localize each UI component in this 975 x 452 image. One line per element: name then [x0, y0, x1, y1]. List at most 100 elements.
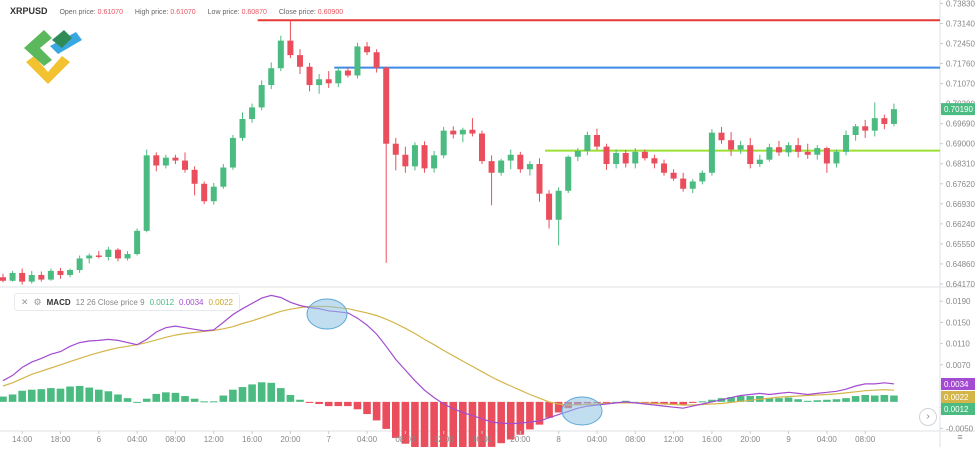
macd-histogram-bar [190, 398, 199, 402]
macd-histogram-bar [209, 401, 218, 403]
macd-histogram-bar [411, 401, 419, 450]
candle-down [373, 52, 380, 68]
macd-histogram-bar [257, 382, 266, 402]
macd-histogram-bar [516, 401, 525, 435]
candle-down [488, 161, 495, 173]
macd-histogram-bar [363, 401, 371, 415]
macd-histogram-bar [315, 401, 323, 404]
price-tick-label: 0.72450 [946, 40, 975, 49]
candle-up [316, 79, 323, 86]
macd-histogram-bar [861, 394, 869, 402]
candle-down [593, 134, 600, 147]
menu-icon[interactable]: ≡ [957, 432, 963, 442]
logo-dark-mark [52, 30, 72, 48]
candle-up [737, 145, 744, 150]
candle-up [210, 186, 217, 202]
time-tick-label: 16:00 [472, 435, 493, 444]
macd-histogram-bar [823, 399, 831, 402]
candle-down [287, 40, 294, 56]
candle-down [823, 148, 830, 164]
candle-down [383, 67, 390, 144]
time-tick-label: 12:00 [204, 435, 225, 444]
chevron-right-icon[interactable]: › [919, 408, 937, 426]
macd-value-badge [941, 378, 975, 390]
candle-down [728, 140, 735, 150]
candle-down [95, 255, 102, 257]
macd-histogram-bar [736, 396, 745, 402]
candle-up [459, 129, 466, 135]
time-tick-label: 04:00 [817, 435, 838, 444]
gear-icon[interactable]: ⚙ [33, 296, 42, 307]
macd-histogram-bar [832, 399, 841, 402]
candle-up [354, 46, 361, 76]
macd-line [2, 294, 894, 425]
time-tick-label: 16:00 [242, 435, 263, 444]
time-tick-label: 20:00 [740, 435, 761, 444]
time-tick-label: 20:00 [510, 435, 531, 444]
time-tick-label: 04:00 [127, 435, 148, 444]
macd-histogram-bar [775, 398, 783, 402]
macd-histogram-bar [401, 401, 410, 444]
candle-up [699, 172, 706, 182]
candle-down [0, 277, 6, 281]
open-label: Open price: [59, 9, 96, 16]
candle-up [708, 132, 715, 173]
macd-tick-label: 0.0150 [946, 318, 971, 327]
close-icon[interactable]: ✕ [21, 296, 29, 307]
macd-histogram-bar [545, 401, 553, 418]
macd-value-badge-label: 0.0022 [944, 393, 969, 402]
candle-down [19, 272, 26, 282]
price-tick-label: 0.71070 [946, 80, 975, 89]
time-tick-label: 08:00 [395, 435, 416, 444]
candle-up [105, 249, 112, 257]
macd-histogram-bar [305, 401, 314, 403]
candle-up [47, 270, 54, 280]
price-tick-label: 0.64170 [946, 280, 975, 289]
candle-up [229, 137, 236, 168]
candle-down [718, 132, 725, 141]
candle-up [584, 134, 591, 151]
candle-down [517, 154, 524, 170]
macd-histogram-bar [698, 401, 707, 403]
candle-up [814, 148, 821, 155]
candle-up [632, 151, 639, 164]
macd-histogram-bar [602, 401, 611, 403]
macd-histogram-bar [200, 401, 208, 403]
macd-histogram-bar [152, 393, 161, 402]
candle-down [201, 183, 208, 202]
time-tick-label: 7 [326, 435, 331, 444]
macd-histogram-bar [535, 401, 544, 425]
price-tick-label: 0.67620 [946, 180, 975, 189]
price-tick-label: 0.71760 [946, 60, 975, 69]
macd-histogram-bar [296, 399, 304, 402]
macd-tick-label: 0.0190 [946, 297, 971, 306]
candle-up [86, 255, 93, 259]
candle-down [57, 270, 64, 275]
candle-up [76, 258, 83, 271]
price-tick-label: 0.73140 [946, 19, 975, 28]
signal-line [2, 305, 894, 406]
candle-up [277, 40, 284, 69]
macd-value-badge-label: 0.0034 [944, 380, 969, 389]
macd-histogram-bar [8, 394, 17, 402]
macd-histogram-bar [27, 389, 36, 402]
macd-histogram-bar [372, 401, 381, 421]
candle-down [325, 79, 332, 84]
time-tick-label: 08:00 [165, 435, 186, 444]
candle-up [258, 85, 265, 108]
macd-histogram-bar [784, 397, 793, 402]
macd-histogram-bar [890, 395, 898, 402]
candle-down [191, 169, 198, 184]
macd-histogram-bar [75, 385, 84, 402]
candle-up [785, 145, 792, 153]
macd-histogram-bar [870, 395, 879, 402]
time-tick-label: 8 [556, 435, 561, 444]
macd-histogram-bar [708, 399, 716, 402]
time-tick-label: 9 [786, 435, 791, 444]
macd-histogram-bar [123, 398, 132, 402]
logo-green-mark [24, 30, 52, 66]
candle-up [766, 147, 773, 160]
